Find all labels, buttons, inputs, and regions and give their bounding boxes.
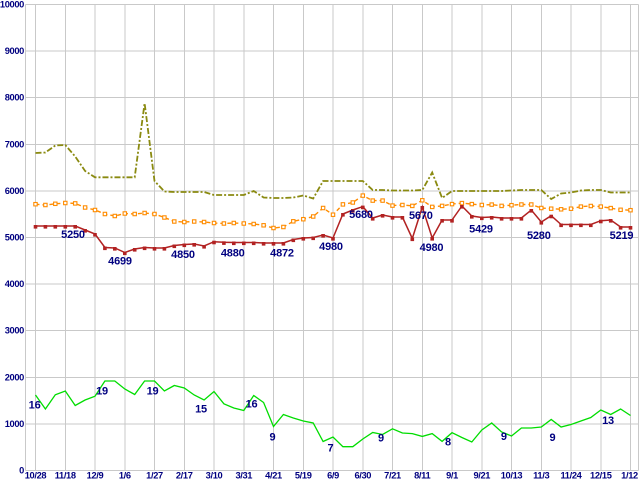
svg-text:1/27: 1/27 [146,471,163,480]
svg-text:6/30: 6/30 [354,471,371,480]
svg-text:16: 16 [29,400,41,412]
svg-text:11/18: 11/18 [55,471,76,480]
svg-text:1/12: 1/12 [621,471,638,480]
svg-text:9: 9 [501,431,507,443]
svg-text:4000: 4000 [5,279,24,289]
svg-text:7: 7 [328,443,334,455]
svg-text:4980: 4980 [319,241,343,253]
svg-text:4980: 4980 [420,242,444,254]
svg-text:9000: 9000 [5,46,24,56]
svg-text:4880: 4880 [221,248,245,260]
svg-text:2/17: 2/17 [176,471,193,480]
svg-text:5670: 5670 [409,210,433,222]
svg-text:4872: 4872 [270,247,294,259]
svg-text:5/19: 5/19 [295,471,312,480]
svg-text:3/31: 3/31 [235,471,252,480]
svg-text:11/3: 11/3 [533,471,549,480]
svg-text:3000: 3000 [5,326,24,336]
svg-text:1000: 1000 [5,419,24,429]
svg-text:8: 8 [445,437,451,449]
svg-text:1/6: 1/6 [119,471,131,480]
svg-text:6000: 6000 [5,186,24,196]
svg-text:19: 19 [96,386,108,398]
svg-text:7000: 7000 [5,139,24,149]
svg-text:12/9: 12/9 [87,471,104,480]
svg-text:9: 9 [378,433,384,445]
svg-text:10/28: 10/28 [25,471,47,480]
svg-text:11/24: 11/24 [560,471,582,480]
svg-text:7/21: 7/21 [384,471,401,480]
svg-text:15: 15 [195,404,207,416]
svg-text:9: 9 [550,432,556,444]
svg-text:9: 9 [270,432,276,444]
svg-text:0: 0 [19,466,24,476]
svg-text:4850: 4850 [171,249,195,261]
svg-text:5680: 5680 [349,209,373,221]
svg-text:5280: 5280 [527,230,551,242]
svg-text:5429: 5429 [469,224,493,236]
svg-text:19: 19 [147,386,159,398]
svg-text:10/13: 10/13 [501,471,523,480]
svg-text:12/15: 12/15 [590,471,612,480]
svg-text:4/21: 4/21 [265,471,282,480]
svg-text:5000: 5000 [5,233,24,243]
svg-text:8/11: 8/11 [414,471,430,480]
svg-text:16: 16 [246,399,258,411]
svg-text:9/1: 9/1 [446,471,458,480]
svg-text:8000: 8000 [5,93,24,103]
svg-text:4699: 4699 [108,256,132,268]
svg-text:5219: 5219 [610,230,634,242]
svg-text:5250: 5250 [61,229,85,241]
svg-text:13: 13 [602,415,614,427]
svg-text:10000: 10000 [0,0,24,10]
svg-text:3/10: 3/10 [206,471,223,480]
svg-text:9/21: 9/21 [473,471,490,480]
svg-text:2000: 2000 [5,372,24,382]
svg-text:6/9: 6/9 [327,471,339,480]
